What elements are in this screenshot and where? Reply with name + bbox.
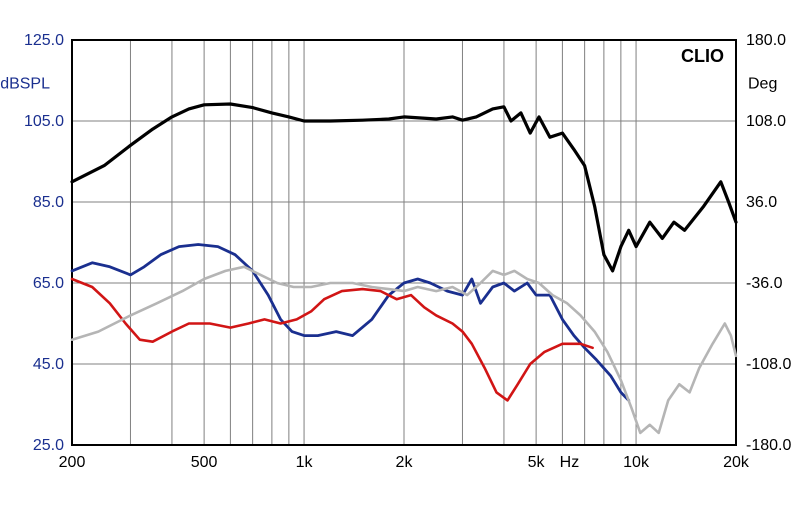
x-tick-label: 1k bbox=[296, 454, 314, 471]
chart-svg: 200 500 1k 2k 5k 10k 20k Hz 25.0 45.0 65.0 85.0 105.… bbox=[0, 0, 800, 512]
y-left-tick-label: 65.0 bbox=[33, 275, 64, 292]
x-tick-label: 20k bbox=[723, 454, 750, 471]
brand-label: CLIO bbox=[681, 46, 724, 66]
y-left-tick-label: 25.0 bbox=[33, 437, 64, 454]
y-left-tick-label: 85.0 bbox=[33, 194, 64, 211]
x-tick-label: 500 bbox=[191, 454, 218, 471]
x-unit-label: Hz bbox=[560, 454, 580, 471]
frequency-response-chart: 200 500 1k 2k 5k 10k 20k Hz 25.0 45.0 65.0 85.0 105.… bbox=[0, 0, 800, 512]
y-right-tick-label: -36.0 bbox=[746, 275, 783, 292]
y-right-tick-label: 180.0 bbox=[746, 32, 786, 49]
y-left-tick-label: 45.0 bbox=[33, 356, 64, 373]
y-left-tick-label: 105.0 bbox=[24, 113, 64, 130]
x-tick-label: 200 bbox=[59, 454, 86, 471]
x-tick-label: 10k bbox=[623, 454, 650, 471]
y-left-axis-label: dBSPL bbox=[0, 76, 50, 93]
y-right-tick-label: -108.0 bbox=[746, 356, 791, 373]
x-tick-label: 5k bbox=[528, 454, 546, 471]
y-right-tick-label: 108.0 bbox=[746, 113, 786, 130]
y-left-tick-label: 125.0 bbox=[24, 32, 64, 49]
y-right-axis-label: Deg bbox=[748, 76, 777, 93]
y-right-tick-label: 36.0 bbox=[746, 194, 777, 211]
x-tick-label: 2k bbox=[396, 454, 414, 471]
y-right-tick-label: -180.0 bbox=[746, 437, 791, 454]
